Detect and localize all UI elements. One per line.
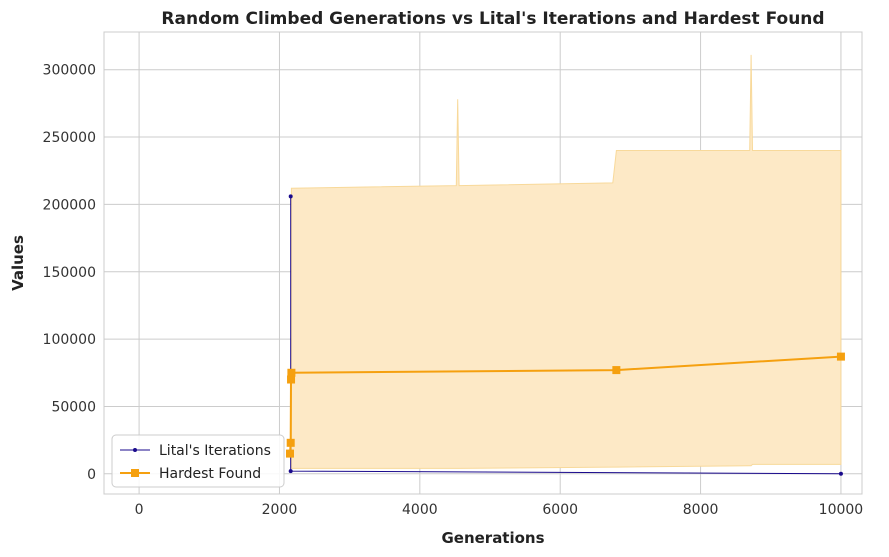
legend-label: Hardest Found: [159, 466, 261, 482]
y-tick-label: 250000: [43, 130, 96, 146]
x-tick-labels: 0 2000 4000 6000 8000 10000: [135, 502, 864, 518]
y-tick-label: 150000: [43, 265, 96, 281]
x-tick-label: 10000: [819, 502, 864, 518]
data-point: [612, 366, 621, 375]
data-point: [288, 194, 293, 199]
plot-frame: [103, 31, 863, 495]
legend: Lital's Iterations Hardest Found: [111, 434, 285, 488]
x-tick-label: 2000: [262, 502, 298, 518]
y-tick-label: 100000: [43, 332, 96, 348]
legend-marker: [133, 448, 137, 452]
data-point: [287, 375, 296, 384]
x-axis-label: Generations: [441, 529, 544, 547]
y-tick-label: 200000: [43, 197, 96, 213]
data-point: [836, 352, 845, 361]
x-tick-label: 0: [135, 502, 144, 518]
data-point: [288, 469, 293, 474]
data-point: [286, 438, 295, 447]
y-axis-label: Values: [9, 235, 27, 291]
data-point: [285, 449, 294, 458]
legend-label: Lital's Iterations: [159, 443, 271, 459]
x-tick-label: 4000: [402, 502, 438, 518]
data-point: [838, 471, 843, 476]
y-tick-label: 50000: [51, 399, 96, 415]
y-tick-label: 300000: [43, 63, 96, 79]
chart-title: Random Climbed Generations vs Lital's It…: [161, 9, 824, 29]
y-tick-labels: 0 50000 100000 150000 200000 250000 300000: [43, 63, 96, 483]
data-point: [287, 368, 296, 377]
legend-box: [111, 434, 285, 488]
series-layer: [285, 194, 845, 476]
legend-marker: [131, 469, 139, 477]
x-tick-label: 8000: [683, 502, 719, 518]
x-tick-label: 6000: [542, 502, 578, 518]
y-tick-label: 0: [87, 467, 96, 483]
